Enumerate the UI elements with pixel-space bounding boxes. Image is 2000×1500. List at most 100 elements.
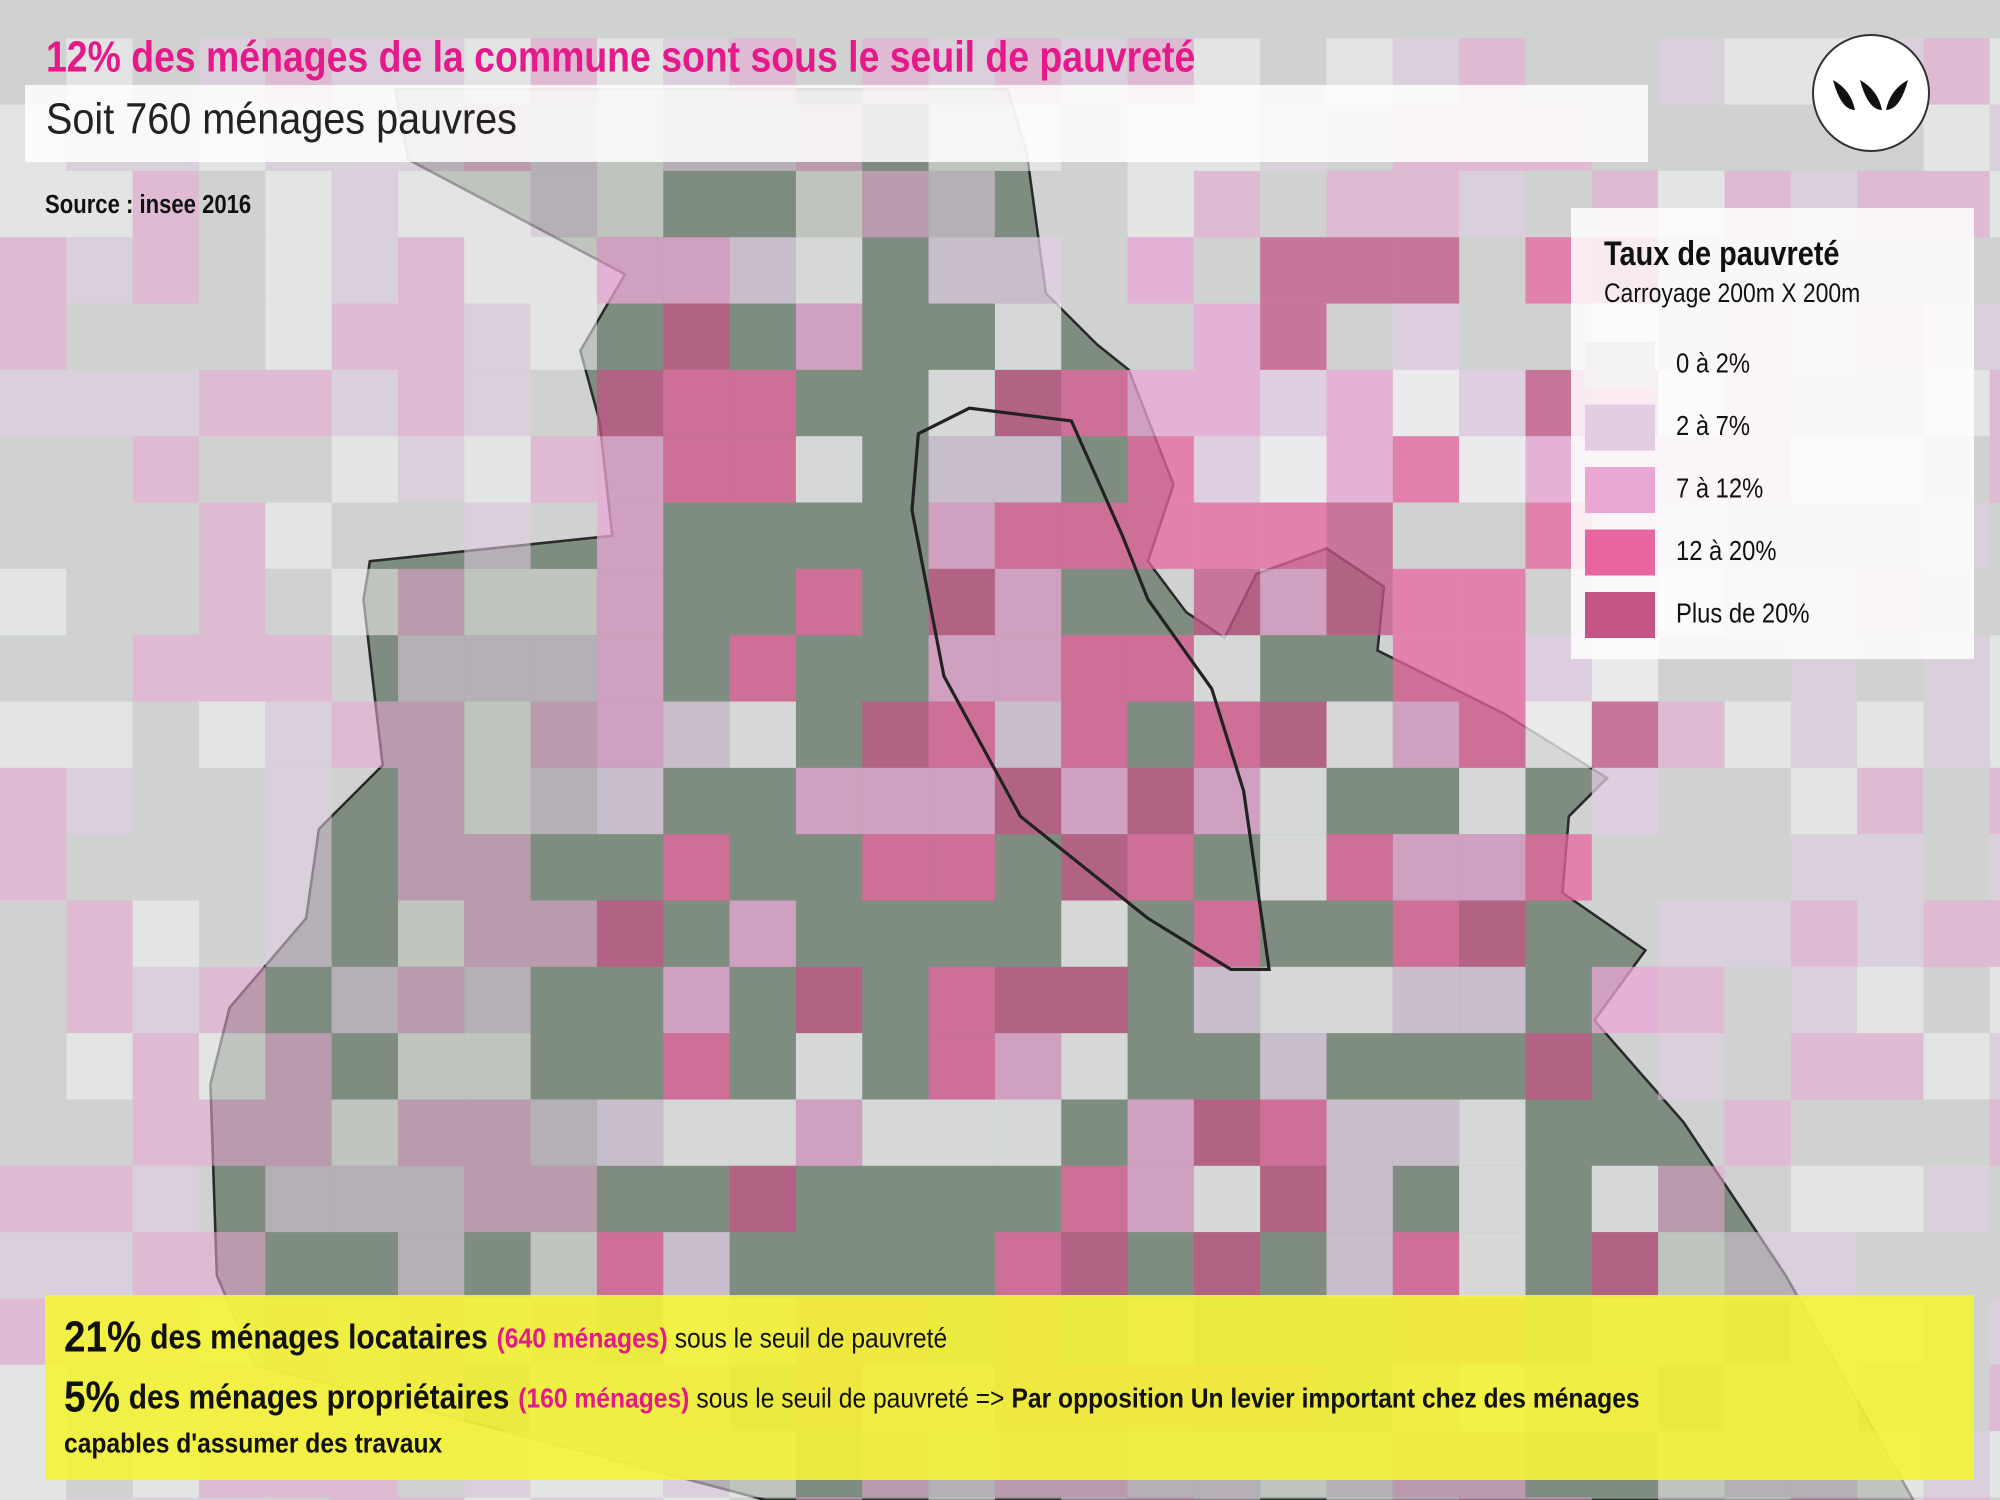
grid-cell xyxy=(1193,369,1261,437)
grid-cell xyxy=(464,635,531,702)
grid-cell xyxy=(331,966,398,1034)
grid-cell xyxy=(464,1165,531,1233)
grid-cell xyxy=(1392,900,1460,967)
grid-cell xyxy=(862,834,929,901)
grid-cell xyxy=(464,502,531,569)
grid-cell xyxy=(1061,834,1128,901)
grid-cell xyxy=(1923,1165,1990,1233)
grid-cell xyxy=(132,1033,199,1100)
grid-cell xyxy=(663,701,730,768)
grid-cell xyxy=(132,1165,199,1233)
grid-cell xyxy=(1326,701,1393,768)
grid-cell xyxy=(397,900,465,967)
grid-cell xyxy=(1525,834,1592,901)
grid-cell xyxy=(530,1497,597,1500)
grid-cell xyxy=(397,170,465,238)
grid-cell xyxy=(994,436,1062,503)
grid-cell xyxy=(1326,1232,1393,1299)
grid-cell xyxy=(464,767,531,835)
grid-cell xyxy=(1326,170,1393,238)
grid-cell xyxy=(1989,966,2000,1034)
legend-swatch xyxy=(1585,342,1655,388)
legend-label: 2 à 7% xyxy=(1676,409,1750,441)
grid-cell xyxy=(464,834,531,901)
grid-cell xyxy=(1989,635,2000,702)
grid-cell xyxy=(795,1099,863,1166)
grid-cell xyxy=(66,1497,133,1500)
grid-cell xyxy=(928,1033,995,1100)
grid-cell xyxy=(663,1033,730,1100)
grid-cell xyxy=(1923,104,1990,171)
grid-cell xyxy=(1127,436,1194,503)
grid-cell xyxy=(663,303,730,370)
grid-cell xyxy=(1989,436,2000,503)
grid-cell xyxy=(198,966,266,1034)
grid-cell xyxy=(530,170,597,238)
grid-cell xyxy=(795,568,863,636)
grid-cell xyxy=(596,237,664,304)
subject: des ménages locataires xyxy=(150,1318,488,1356)
grid-cell xyxy=(132,635,199,702)
grid-cell xyxy=(663,966,730,1034)
grid-cell xyxy=(1525,1497,1592,1500)
grid-cell xyxy=(862,701,929,768)
grid-cell xyxy=(1591,966,1659,1034)
grid-cell xyxy=(1923,701,1990,768)
emphasis: capables d'assumer des travaux xyxy=(64,1427,443,1459)
legend-swatch xyxy=(1585,404,1655,451)
grid-cell xyxy=(596,568,664,636)
grid-cell xyxy=(0,237,67,304)
grid-cell xyxy=(1724,900,1791,967)
grid-cell xyxy=(1061,966,1128,1034)
grid-cell xyxy=(1392,369,1460,437)
legend-label: 0 à 2% xyxy=(1676,347,1750,379)
grid-cell xyxy=(1989,170,2000,238)
grid-cell xyxy=(1193,635,1261,702)
grid-cell xyxy=(795,237,863,304)
grid-cell xyxy=(1658,1497,1725,1500)
grid-cell xyxy=(729,237,796,304)
grid-cell xyxy=(1193,1497,1261,1500)
grid-cell xyxy=(331,1099,398,1166)
grid-cell xyxy=(1459,1232,1526,1299)
grid-cell xyxy=(1193,170,1261,238)
subtitle: Soit 760 ménages pauvres xyxy=(46,94,517,143)
grid-cell xyxy=(1061,767,1128,835)
grid-cell xyxy=(928,369,995,437)
grid-cell xyxy=(1857,834,1924,901)
grid-cell xyxy=(265,1099,332,1166)
grid-cell xyxy=(1790,966,1858,1034)
grid-cell xyxy=(795,1033,863,1100)
grid-cell xyxy=(1127,767,1194,835)
grid-cell xyxy=(464,369,531,437)
grid-cell xyxy=(265,1033,332,1100)
grid-cell xyxy=(663,369,730,437)
grid-cell xyxy=(596,502,664,569)
grid-cell xyxy=(1790,1232,1858,1299)
grid-cell xyxy=(1127,502,1194,569)
grid-cell xyxy=(1061,701,1128,768)
grid-cell xyxy=(596,170,664,238)
grid-cell xyxy=(729,1165,796,1233)
grid-cell xyxy=(1790,1497,1858,1500)
grid-cell xyxy=(1459,900,1526,967)
grid-cell xyxy=(1260,436,1327,503)
grid-cell xyxy=(663,834,730,901)
grid-cell xyxy=(530,303,597,370)
grid-cell xyxy=(530,767,597,835)
grid-cell xyxy=(596,900,664,967)
legend-items: 0 à 2% 2 à 7% 7 à 12% 12 à 20% Plus de 20% xyxy=(1585,342,1810,638)
grid-cell xyxy=(1326,1165,1393,1233)
grid-cell xyxy=(265,701,332,768)
grid-cell xyxy=(265,303,332,370)
grid-cell xyxy=(1989,1298,2000,1365)
grid-cell xyxy=(1326,966,1393,1034)
grid-cell xyxy=(1989,1364,2000,1432)
grid-cell xyxy=(596,701,664,768)
grid-cell xyxy=(1989,369,2000,437)
grid-cell xyxy=(729,436,796,503)
grid-cell xyxy=(198,1033,266,1100)
grid-cell xyxy=(795,170,863,238)
grid-cell xyxy=(397,303,465,370)
grid-cell xyxy=(596,1232,664,1299)
